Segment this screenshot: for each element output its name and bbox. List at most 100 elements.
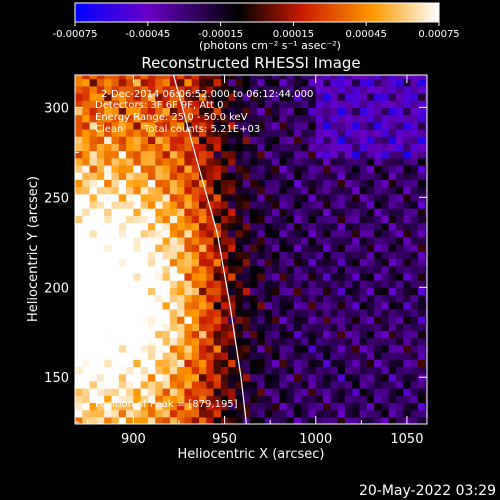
heatmap-cell <box>330 121 339 130</box>
heatmap-cell <box>323 294 331 303</box>
heatmap-cell <box>147 100 156 108</box>
heatmap-cell <box>330 352 339 360</box>
heatmap-cell <box>220 222 229 231</box>
heatmap-cell <box>330 265 339 274</box>
heatmap-cell <box>118 193 127 202</box>
heatmap-cell <box>279 337 288 346</box>
heatmap-cell <box>89 236 98 245</box>
heatmap-cell <box>410 114 419 123</box>
heatmap-cell <box>228 200 237 209</box>
heatmap-cell <box>403 308 412 317</box>
heatmap-cell <box>374 373 383 382</box>
heatmap-cell <box>155 222 164 231</box>
heatmap-cell <box>330 229 339 238</box>
heatmap-cell <box>337 294 346 303</box>
heatmap-cell <box>191 251 200 260</box>
heatmap-cell <box>417 308 426 317</box>
heatmap-cell <box>381 395 390 404</box>
heatmap-cell <box>264 78 273 87</box>
heatmap-cell <box>191 280 200 288</box>
heatmap-cell <box>206 388 215 396</box>
heatmap-cell <box>264 150 273 159</box>
heatmap-cell <box>96 200 105 209</box>
heatmap-cell <box>147 366 156 375</box>
heatmap-cell <box>271 186 280 195</box>
heatmap-cell <box>388 272 397 281</box>
heatmap-cell <box>308 78 317 87</box>
heatmap-cell <box>111 236 120 245</box>
heatmap-cell <box>315 280 324 288</box>
heatmap-cell <box>417 128 426 137</box>
heatmap-cell <box>293 121 302 130</box>
heatmap-cell <box>330 344 339 353</box>
heatmap-cell <box>89 344 98 353</box>
colorbar-tick-label: -0.00075 <box>53 29 98 40</box>
heatmap-cell <box>96 172 105 180</box>
heatmap-cell <box>250 107 258 116</box>
heatmap-cell <box>337 402 346 411</box>
heatmap-cell <box>388 280 397 288</box>
heatmap-cell <box>271 136 280 144</box>
heatmap-cell <box>352 294 361 303</box>
heatmap-cell <box>395 236 404 245</box>
heatmap-cell <box>213 330 222 339</box>
heatmap-cell <box>169 388 178 396</box>
heatmap-cell <box>257 251 266 260</box>
heatmap-cell <box>118 359 127 368</box>
heatmap-cell <box>140 186 149 195</box>
heatmap-cell <box>104 186 113 195</box>
heatmap-cell <box>250 402 258 411</box>
heatmap-cell <box>381 172 390 180</box>
heatmap-cell <box>177 215 186 224</box>
heatmap-cell <box>381 352 390 360</box>
heatmap-cell <box>293 395 302 404</box>
heatmap-cell <box>162 78 171 87</box>
heatmap-cell <box>147 280 156 288</box>
heatmap-cell <box>352 78 361 87</box>
heatmap-cell <box>359 251 368 260</box>
heatmap-cell <box>352 92 361 101</box>
heatmap-cell <box>191 244 200 252</box>
heatmap-cell <box>257 200 266 209</box>
annotation-total-counts: Total counts: 5.21E+03 <box>143 124 260 135</box>
heatmap-cell <box>213 359 222 368</box>
heatmap-cell <box>279 366 288 375</box>
heatmap-cell <box>301 316 310 324</box>
heatmap-cell <box>293 416 302 424</box>
heatmap-cell <box>425 75 427 80</box>
heatmap-cell <box>323 193 331 202</box>
heatmap-cell <box>403 366 412 375</box>
heatmap-cell <box>417 215 426 224</box>
heatmap-cell <box>315 388 324 396</box>
heatmap-cell <box>374 323 383 332</box>
heatmap-cell <box>206 337 215 346</box>
heatmap-cell <box>184 308 193 317</box>
heatmap-cell <box>374 359 383 368</box>
heatmap-cell <box>82 409 91 418</box>
heatmap-cell <box>162 128 171 137</box>
heatmap-cell <box>388 344 397 353</box>
heatmap-cell <box>250 85 258 94</box>
heatmap-cell <box>352 215 361 224</box>
heatmap-cell <box>395 172 404 180</box>
heatmap-cell <box>403 280 412 288</box>
heatmap-cell <box>279 359 288 368</box>
heatmap-cell <box>374 136 383 144</box>
heatmap-cell <box>315 416 324 424</box>
heatmap-cell <box>82 330 91 339</box>
heatmap-cell <box>279 402 288 411</box>
heatmap-cell <box>111 172 120 180</box>
heatmap-cell <box>220 330 229 339</box>
heatmap-cell <box>228 186 237 195</box>
heatmap-cell <box>359 416 368 424</box>
heatmap-cell <box>366 186 375 195</box>
heatmap-cell <box>242 186 251 195</box>
heatmap-cell <box>271 352 280 360</box>
heatmap-cell <box>279 107 288 116</box>
heatmap-cell <box>126 265 134 274</box>
heatmap-cell <box>264 100 273 108</box>
heatmap-cell <box>228 143 237 152</box>
heatmap-cell <box>374 352 383 360</box>
heatmap-cell <box>271 308 280 317</box>
heatmap-cell <box>366 136 375 144</box>
